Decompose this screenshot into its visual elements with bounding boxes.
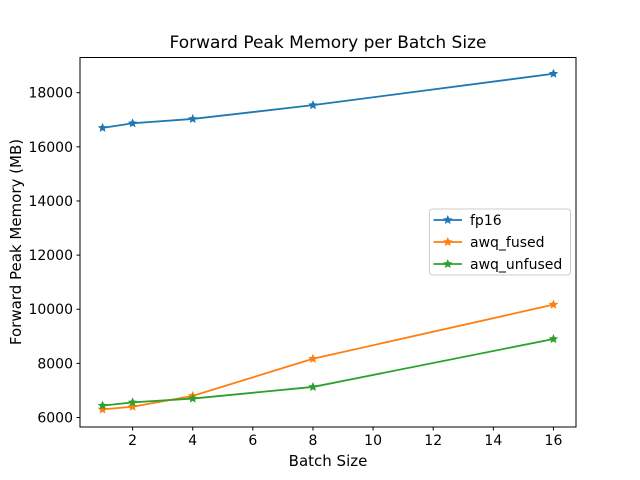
- data-point-fp16-2: [127, 118, 138, 128]
- data-point-fp16-16: [548, 68, 559, 78]
- series-line-awq_fused: [101, 303, 555, 411]
- legend-label-awq_fused: awq_fused: [470, 235, 545, 251]
- data-point-awq_fused-16: [548, 299, 559, 309]
- data-point-awq_fused-2: [127, 401, 138, 411]
- x-tick-label: 12: [424, 433, 442, 449]
- data-point-fp16-8: [308, 100, 318, 110]
- x-axis-label: Batch Size: [289, 452, 368, 470]
- legend-label-awq_unfused: awq_unfused: [470, 257, 562, 273]
- x-tick-label: 6: [248, 433, 257, 449]
- legend-marker-awq_fused: [442, 237, 453, 247]
- data-point-awq_fused-8: [308, 353, 318, 363]
- x-tick-label: 2: [128, 433, 137, 449]
- series-line-fp16: [101, 72, 555, 129]
- data-point-awq_unfused-16: [548, 334, 559, 344]
- legend-marker-awq_unfused: [442, 259, 453, 269]
- data-point-awq_fused-1: [97, 404, 108, 414]
- legend-label-fp16: fp16: [470, 213, 502, 229]
- y-tick-label: 10000: [28, 302, 73, 318]
- x-tick-label: 4: [188, 433, 197, 449]
- y-tick-label: 14000: [28, 194, 73, 210]
- x-tick-label: 14: [484, 433, 502, 449]
- data-point-awq_unfused-2: [127, 397, 138, 407]
- x-tick-label: 10: [364, 433, 382, 449]
- y-axis-label: Forward Peak Memory (MB): [7, 139, 25, 345]
- x-tick-label: 16: [545, 433, 563, 449]
- y-tick-label: 8000: [37, 356, 73, 372]
- plot-area: 2 4 6 8 10 12 14 16 6000 8000 10000 12000 14000 16000…: [28, 57, 577, 449]
- data-point-awq_unfused-1: [97, 400, 108, 410]
- series-line-awq_unfused: [101, 338, 555, 407]
- data-point-fp16-4: [187, 113, 198, 123]
- data-point-awq_unfused-4: [187, 393, 198, 403]
- y-tick-label: 6000: [37, 411, 73, 427]
- y-tick-label: 18000: [28, 86, 73, 102]
- legend-box: [429, 208, 571, 276]
- y-tick-label: 12000: [28, 248, 73, 264]
- legend-marker-fp16: [442, 215, 453, 225]
- data-point-fp16-1: [97, 122, 108, 132]
- x-tick-label: 8: [309, 433, 318, 449]
- plot-border: [79, 57, 577, 428]
- legend: fp16 awq_fused awq_unfused: [429, 208, 571, 276]
- data-point-awq_unfused-8: [308, 381, 318, 391]
- y-tick-label: 16000: [28, 140, 73, 156]
- chart-title: Forward Peak Memory per Batch Size: [170, 33, 487, 53]
